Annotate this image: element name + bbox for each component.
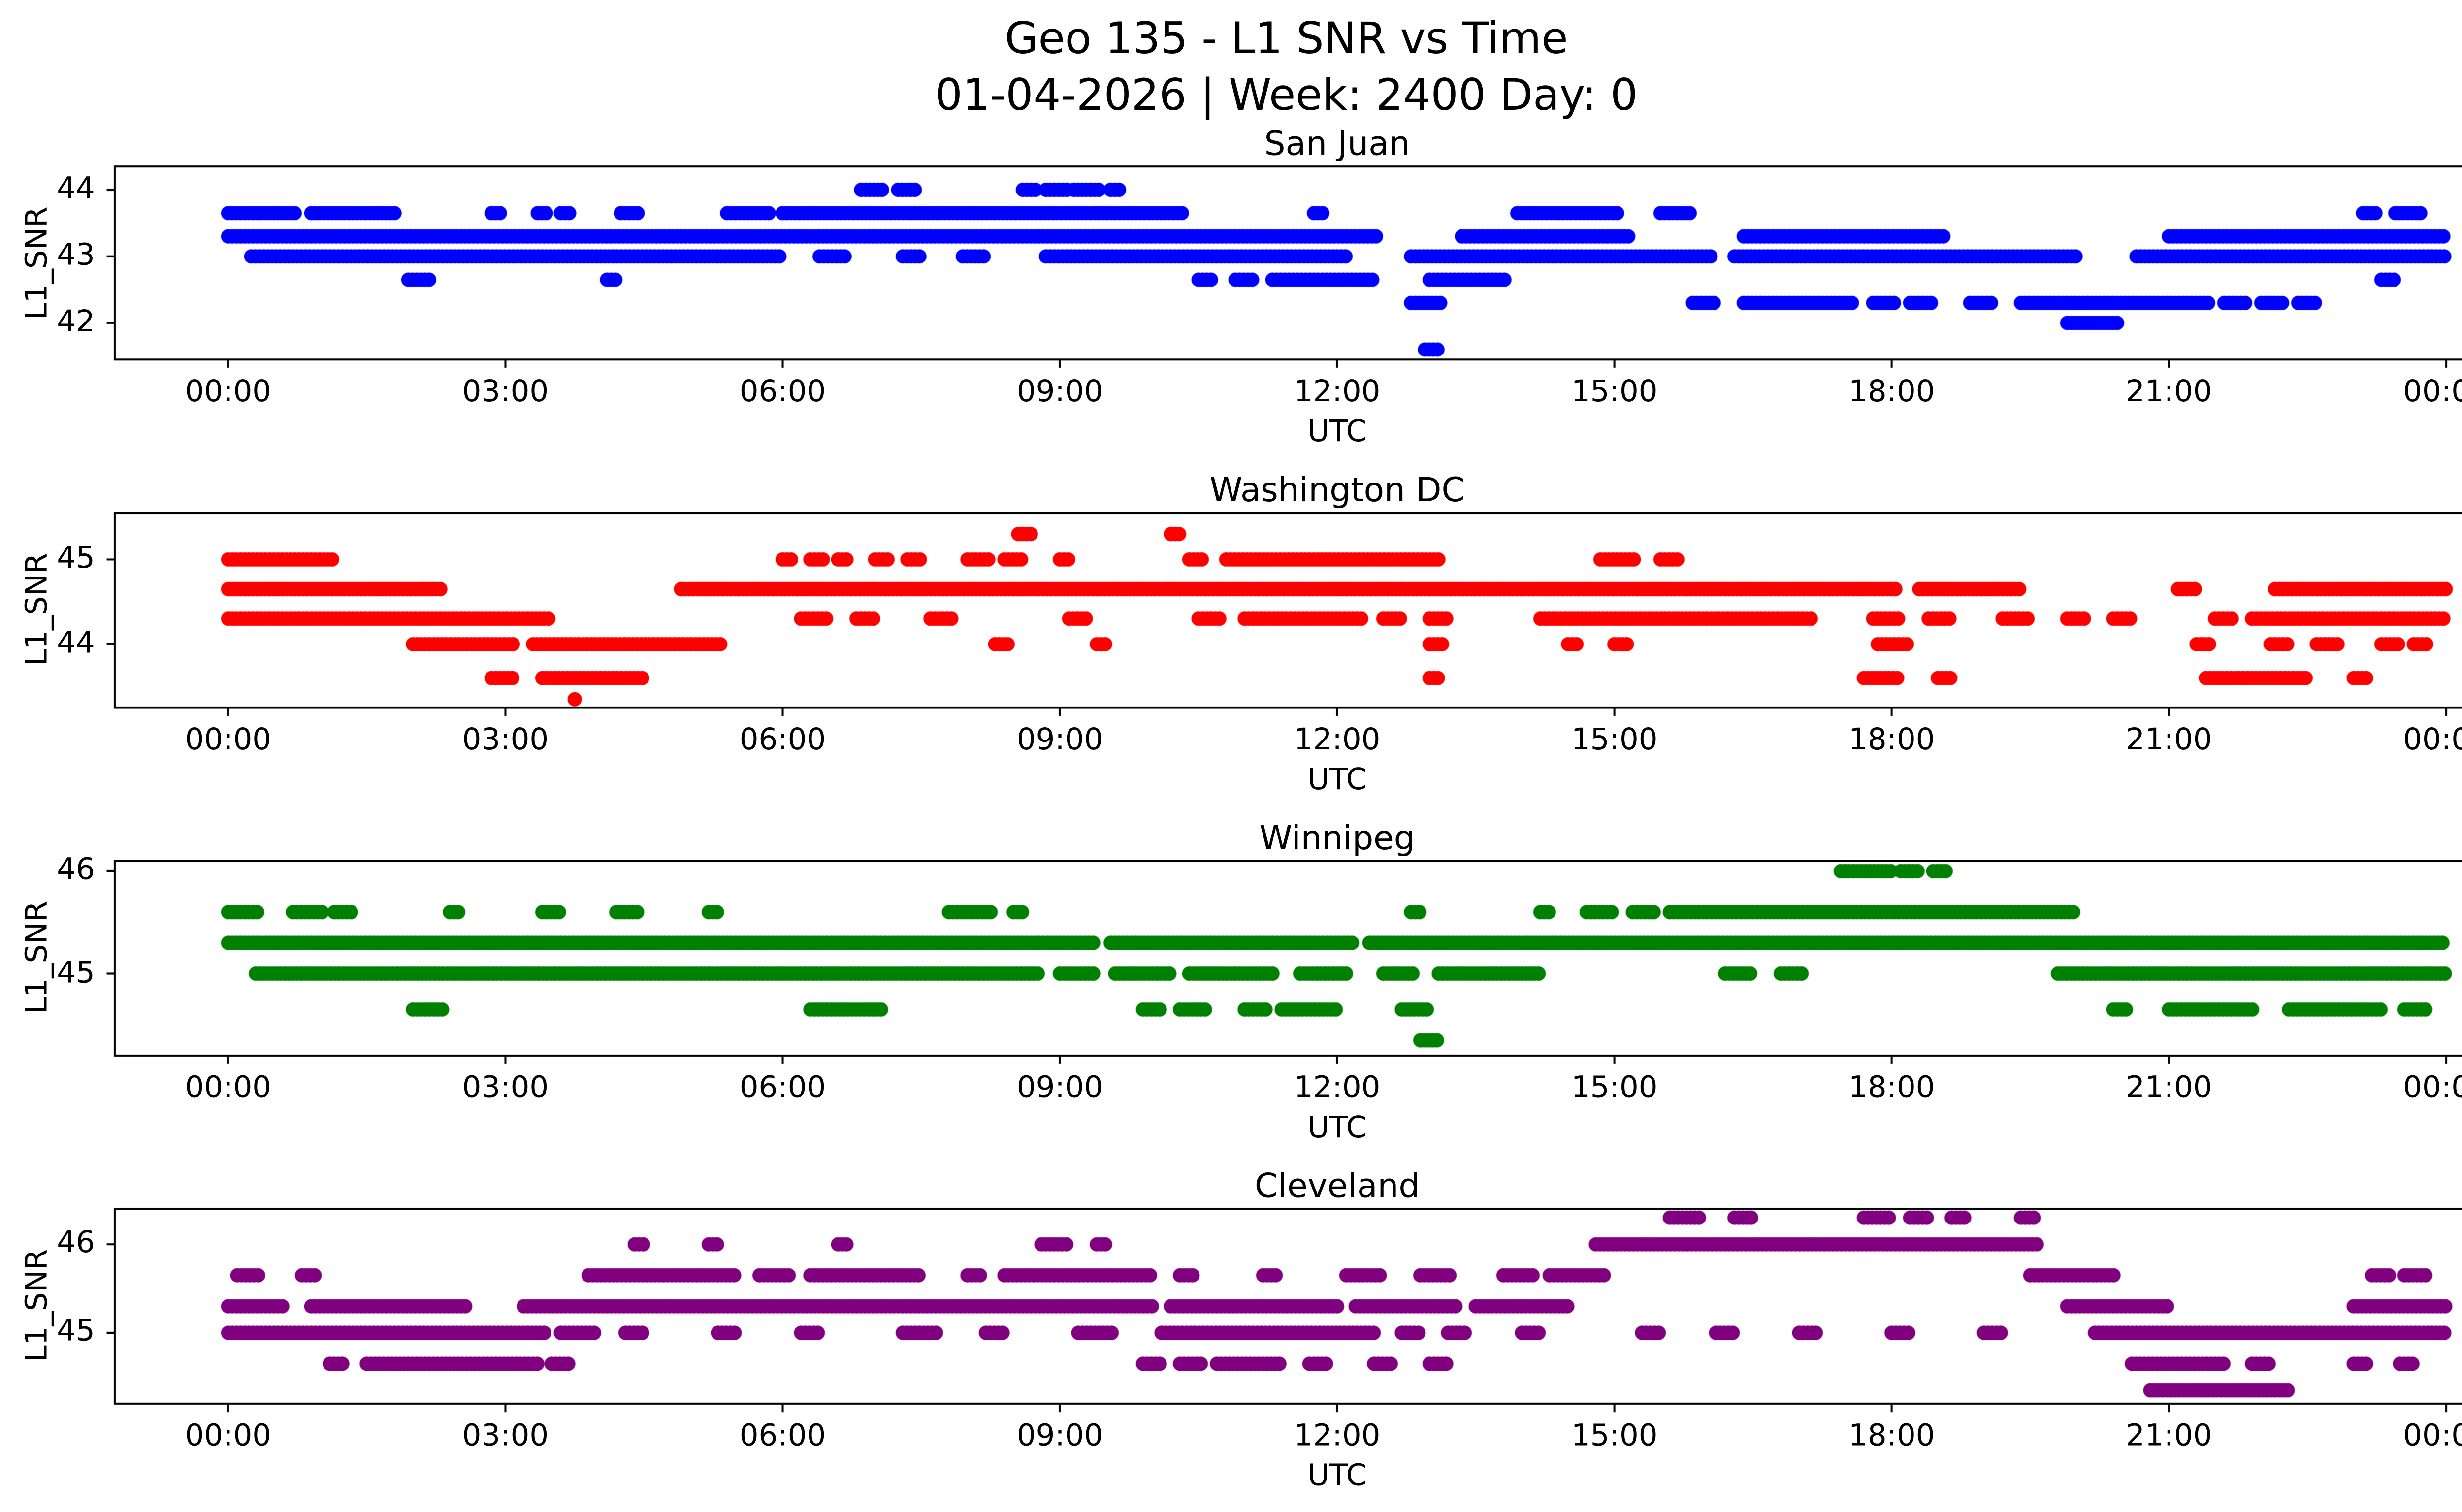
- x-tick-label: 15:00: [1571, 1070, 1658, 1106]
- figure-title: Geo 135 - L1 SNR vs Time: [1004, 15, 1568, 65]
- figure-subtitle: 01-04-2026 | Week: 2400 Day: 0: [935, 71, 1638, 122]
- x-tick-label: 09:00: [1016, 1418, 1103, 1454]
- subplot-winnipeg: Winnipeg L1_SNR 45 46 00:00 03:00 06:00 09:0…: [0, 817, 2462, 1163]
- x-tick-label: 18:00: [1848, 722, 1935, 758]
- x-tick-label: 03:00: [462, 374, 549, 410]
- x-tick-label: 09:00: [1016, 722, 1103, 758]
- x-tick-label: 09:00: [1016, 374, 1103, 410]
- x-tick-label: 06:00: [739, 722, 826, 758]
- y-tick-label: 45: [57, 541, 95, 577]
- x-tick-label: 21:00: [2126, 1070, 2212, 1106]
- scatter-plot-canvas: [95, 847, 2462, 1079]
- x-tick-label: 12:00: [1294, 374, 1381, 410]
- x-tick-label: 00:00: [185, 1070, 272, 1106]
- x-axis-label: UTC: [1307, 415, 1367, 450]
- x-tick-label: 12:00: [1294, 1418, 1381, 1454]
- x-tick-label: 06:00: [739, 374, 826, 410]
- scatter-plot-canvas: [95, 1195, 2462, 1427]
- x-tick-label: 06:00: [739, 1070, 826, 1106]
- x-axis-label: UTC: [1307, 762, 1367, 798]
- x-axis-label: UTC: [1307, 1458, 1367, 1494]
- y-tick-label: 44: [57, 171, 95, 207]
- x-tick-label: 03:00: [462, 1070, 549, 1106]
- y-tick-label: 42: [57, 304, 95, 340]
- x-axis-label: UTC: [1307, 1110, 1367, 1146]
- y-axis-label: L1_SNR: [20, 552, 55, 666]
- x-tick-label: 06:00: [739, 1418, 826, 1454]
- x-tick-label: 03:00: [462, 1418, 549, 1454]
- x-tick-label: 00:00: [185, 374, 272, 410]
- x-tick-label: 00:00: [2403, 1070, 2462, 1106]
- x-tick-label: 12:00: [1294, 722, 1381, 758]
- x-tick-label: 15:00: [1571, 1418, 1658, 1454]
- y-tick-label: 46: [57, 1225, 95, 1261]
- x-tick-label: 03:00: [462, 722, 549, 758]
- x-tick-label: 21:00: [2126, 722, 2212, 758]
- x-tick-label: 15:00: [1571, 374, 1658, 410]
- x-tick-label: 00:00: [2403, 374, 2462, 410]
- x-tick-label: 18:00: [1848, 374, 1935, 410]
- scatter-plot-canvas: [95, 499, 2462, 731]
- x-tick-label: 21:00: [2126, 1418, 2212, 1454]
- y-tick-label: 45: [57, 1314, 95, 1350]
- x-tick-label: 18:00: [1848, 1070, 1935, 1106]
- x-tick-label: 18:00: [1848, 1418, 1935, 1454]
- subplot-san-juan: San Juan L1_SNR 42 43 44 00:00 03:00 06:00 09…: [0, 123, 2462, 469]
- x-tick-label: 09:00: [1016, 1070, 1103, 1106]
- y-tick-label: 46: [57, 853, 95, 888]
- y-tick-label: 45: [57, 955, 95, 991]
- x-tick-label: 15:00: [1571, 722, 1658, 758]
- scatter-plot-canvas: [95, 153, 2462, 383]
- x-tick-label: 00:00: [185, 722, 272, 758]
- x-tick-label: 21:00: [2126, 374, 2212, 410]
- x-tick-label: 00:00: [185, 1418, 272, 1454]
- subplot-washington-dc: Washington DC L1_SNR 44 45 00:00 03:00 06:0…: [0, 470, 2462, 816]
- x-tick-label: 00:00: [2403, 1418, 2462, 1454]
- y-tick-label: 43: [57, 238, 95, 273]
- subplot-cleveland: Cleveland L1_SNR 45 46 00:00 03:00 06:00 09:…: [0, 1165, 2462, 1512]
- x-tick-label: 00:00: [2403, 722, 2462, 758]
- y-tick-label: 44: [57, 626, 95, 661]
- x-tick-label: 12:00: [1294, 1070, 1381, 1106]
